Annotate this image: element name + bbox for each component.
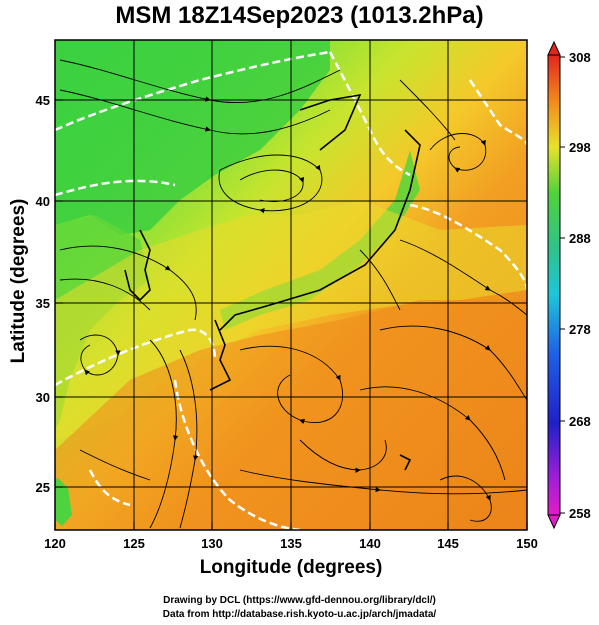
lat-lon-grid <box>55 40 527 530</box>
colorbar-tick-268: 268 <box>569 414 591 429</box>
y-tick-40: 40 <box>36 194 50 209</box>
taiwan <box>55 478 72 526</box>
x-tick-145: 145 <box>437 536 459 551</box>
colorbar-tick-288: 288 <box>569 231 591 246</box>
colorbar: 308 298 288 278 268 258 <box>547 40 591 530</box>
streamlines <box>59 59 527 529</box>
x-axis-label: Longitude (degrees) <box>199 557 383 578</box>
x-tick-150: 150 <box>516 536 538 551</box>
colorbar-bottom-triangle <box>547 514 561 530</box>
x-tick-120: 120 <box>44 536 66 551</box>
colorbar-tick-258: 258 <box>569 506 591 521</box>
y-tick-35: 35 <box>36 296 50 311</box>
x-tick-140: 140 <box>359 536 381 551</box>
x-tick-135: 135 <box>280 536 302 551</box>
colorbar-tick-298: 298 <box>569 140 591 155</box>
y-tick-45: 45 <box>36 93 50 108</box>
x-axis-ticks <box>54 522 528 530</box>
credit-drawing: Drawing by DCL (https://www.gfd-dennou.o… <box>163 595 436 606</box>
credit-data: Data from http://database.rish.kyoto-u.a… <box>162 609 437 620</box>
colorbar-tick-278: 278 <box>569 322 591 337</box>
colorbar-tick-308: 308 <box>569 50 591 65</box>
northern-landmass <box>55 40 330 235</box>
y-tick-25: 25 <box>36 480 50 495</box>
y-axis-label: Latitude (degrees) <box>8 198 29 364</box>
y-axis-ticks <box>55 99 63 488</box>
temperature-field <box>55 40 527 530</box>
y-tick-30: 30 <box>36 390 50 405</box>
x-tick-125: 125 <box>123 536 145 551</box>
x-tick-130: 130 <box>201 536 223 551</box>
map-title: MSM 18Z14Sep2023 (1013.2hPa) <box>115 2 484 29</box>
colorbar-top-triangle <box>547 40 561 56</box>
colorbar-scale <box>547 54 561 516</box>
coastlines <box>124 93 421 471</box>
